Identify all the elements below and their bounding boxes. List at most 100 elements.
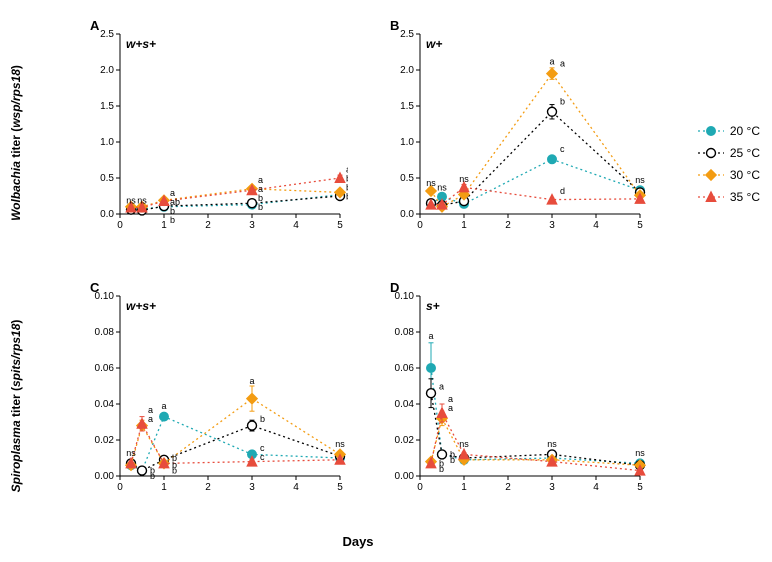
xtick-label: 4	[293, 482, 299, 493]
series-marker-20	[548, 155, 557, 164]
ytick-label: 0.08	[395, 327, 415, 338]
series-line-20	[431, 368, 640, 463]
stat-annot: b	[450, 455, 455, 465]
ytick-label: 0.0	[400, 209, 414, 220]
ytick-label: 0.5	[400, 173, 414, 184]
series-marker-25	[427, 389, 436, 398]
panel-title-D: s+	[426, 299, 440, 313]
ytick-label: 0.04	[95, 399, 115, 410]
legend-label: 35 °C	[730, 190, 760, 204]
xtick-label: 4	[593, 482, 599, 493]
panel-title-A: w+s+	[126, 37, 156, 51]
stat-annot: a	[560, 58, 565, 68]
stat-annot: b	[258, 202, 263, 212]
series-marker-25	[138, 466, 147, 475]
ytick-label: 0.00	[95, 471, 115, 482]
ytick-label: 0.08	[95, 327, 115, 338]
ytick-label: 1.5	[400, 101, 414, 112]
ytick-label: 0.02	[95, 435, 115, 446]
panel-B: Bw+0.00.51.01.52.02.5012345nsnsnsaabcdns	[368, 16, 648, 236]
xtick-label: 3	[249, 220, 255, 231]
xtick-label: 5	[337, 482, 343, 493]
xtick-label: 2	[505, 220, 511, 231]
ytick-label: 2.5	[400, 29, 414, 40]
stat-annot: ns	[335, 439, 345, 449]
panel-title-B: w+	[426, 37, 442, 51]
xtick-label: 3	[249, 482, 255, 493]
stat-annot: b	[346, 191, 348, 201]
ytick-label: 1.0	[100, 137, 114, 148]
xtick-label: 2	[505, 482, 511, 493]
stat-annot: ns	[635, 175, 645, 185]
panel-title-C: w+s+	[126, 299, 156, 313]
ytick-label: 1.0	[400, 137, 414, 148]
xtick-label: 1	[461, 220, 467, 231]
xtick-label: 5	[637, 482, 643, 493]
ytick-label: 0.02	[395, 435, 415, 446]
series-marker-35	[459, 449, 469, 459]
panel-tag-A: A	[90, 18, 100, 33]
y-axis-label-row2: Spiroplasma titer (spits/rps18)	[9, 320, 23, 493]
ytick-label: 0.06	[395, 363, 415, 374]
series-marker-20	[160, 412, 169, 421]
ytick-label: 0.10	[95, 291, 115, 302]
ytick-label: 0.06	[95, 363, 115, 374]
panel-A-svg: Aw+s+0.00.51.01.52.02.5012345nsnsaabbbaa…	[68, 16, 348, 236]
panel-C-svg: Cw+s+0.000.020.040.060.080.10012345nsaab…	[68, 278, 348, 498]
ytick-label: 2.5	[100, 29, 114, 40]
panel-C: Cw+s+0.000.020.040.060.080.10012345nsaab…	[68, 278, 348, 498]
ytick-label: 0.5	[100, 173, 114, 184]
legend-item: 35 °C	[698, 189, 760, 205]
legend-label: 20 °C	[730, 124, 760, 138]
stat-annot: ns	[137, 195, 147, 205]
ylab-row1-rest: titer (	[9, 128, 23, 161]
stat-annot: a	[148, 414, 153, 424]
series-marker-35	[437, 408, 447, 418]
series-marker-25	[248, 421, 257, 430]
stat-annot: ns	[126, 195, 136, 205]
xtick-label: 3	[549, 220, 555, 231]
stat-annot: ns	[126, 448, 136, 458]
legend-swatch	[698, 146, 724, 160]
stat-annot: b	[260, 414, 265, 424]
ytick-label: 0.0	[100, 209, 114, 220]
xtick-label: 3	[549, 482, 555, 493]
ytick-label: 2.0	[400, 65, 414, 76]
series-marker-30	[547, 68, 558, 79]
stat-annot: a	[249, 376, 254, 386]
legend-item: 25 °C	[698, 145, 760, 161]
panel-tag-B: B	[390, 18, 399, 33]
panel-D: Ds+0.000.020.040.060.080.10012345aabbaab…	[368, 278, 648, 498]
stat-annot: ns	[426, 178, 436, 188]
xtick-label: 1	[161, 482, 167, 493]
series-marker-25	[548, 107, 557, 116]
series-marker-20	[427, 364, 436, 373]
xtick-label: 1	[461, 482, 467, 493]
xtick-label: 4	[293, 220, 299, 231]
stat-annot: c	[560, 144, 565, 154]
y-axis-label-row1: Wolbachia titer (wsp/rps18)	[9, 65, 23, 221]
stat-annot: b	[150, 471, 155, 481]
xtick-label: 2	[205, 482, 211, 493]
panel-D-svg: Ds+0.000.020.040.060.080.10012345aabbaab…	[368, 278, 648, 498]
xtick-label: 0	[117, 220, 123, 231]
series-marker-25	[248, 199, 257, 208]
series-marker-30	[247, 393, 258, 404]
ytick-label: 0.04	[395, 399, 415, 410]
xtick-label: 1	[161, 220, 167, 231]
xtick-label: 5	[637, 220, 643, 231]
stat-annot: b	[560, 97, 565, 107]
stat-annot: ns	[459, 174, 469, 184]
stat-annot: d	[560, 186, 565, 196]
ytick-label: 0.00	[395, 471, 415, 482]
stat-annot: b	[439, 464, 444, 474]
legend-swatch	[698, 168, 724, 182]
xtick-label: 0	[417, 482, 423, 493]
legend-item: 30 °C	[698, 167, 760, 183]
stat-annot: a	[161, 401, 166, 411]
stat-annot: ns	[459, 439, 469, 449]
stat-annot: a	[549, 56, 554, 66]
legend-label: 30 °C	[730, 168, 760, 182]
panel-B-svg: Bw+0.00.51.01.52.02.5012345nsnsnsaabcdns	[368, 16, 648, 236]
figure-root: Wolbachia titer (wsp/rps18) Spiroplasma …	[8, 8, 764, 554]
